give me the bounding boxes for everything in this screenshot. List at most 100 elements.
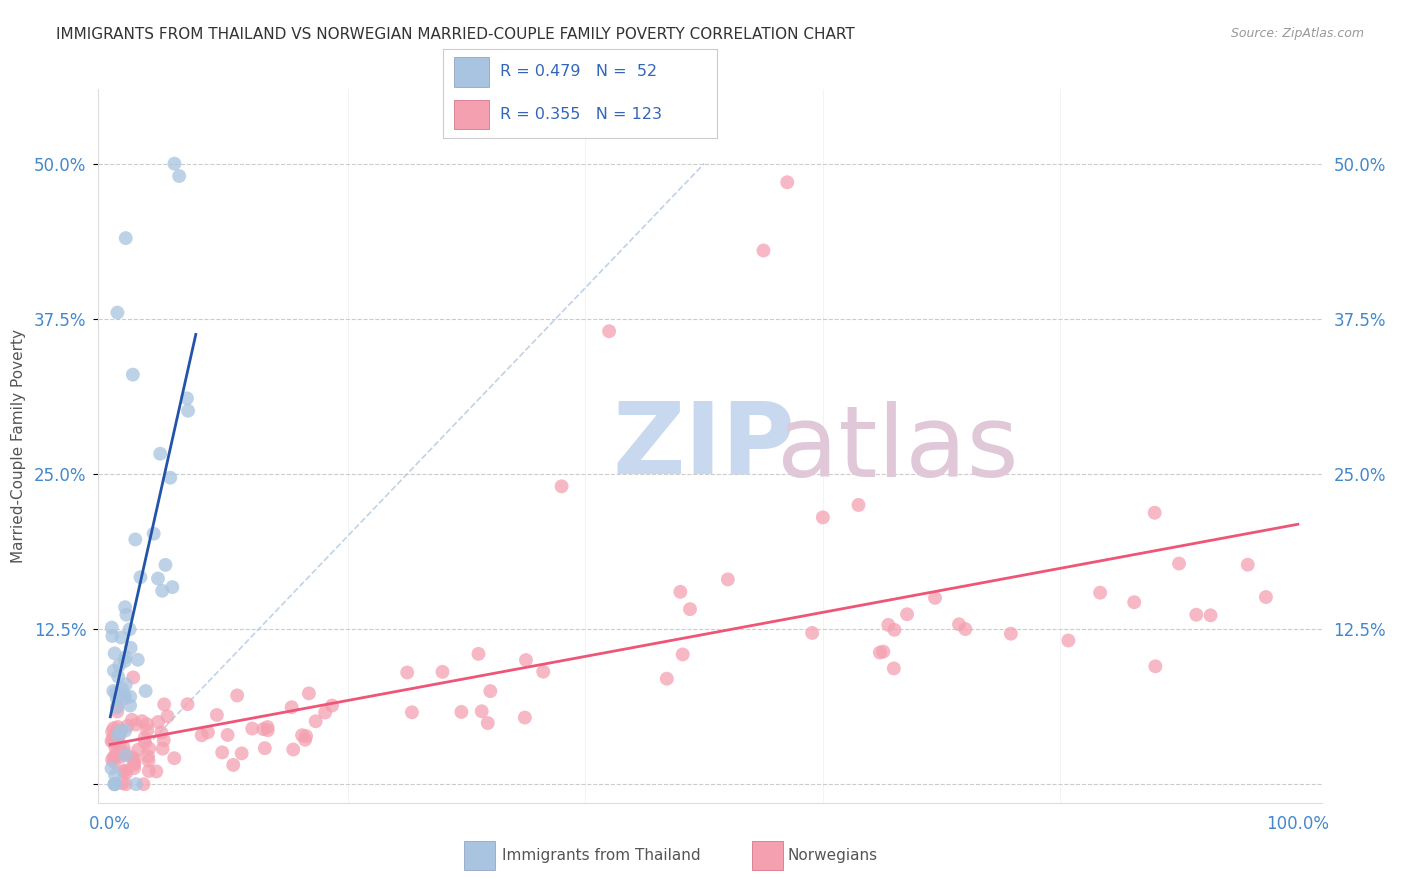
- Point: [104, 728, 127, 742]
- Text: IMMIGRANTS FROM THAILAND VS NORWEGIAN MARRIED-COUPLE FAMILY POVERTY CORRELATION : IMMIGRANTS FROM THAILAND VS NORWEGIAN MA…: [56, 27, 855, 42]
- Point: [114, 748, 136, 763]
- Point: [1236, 558, 1258, 572]
- Point: [124, 533, 146, 547]
- Point: [134, 736, 156, 750]
- Point: [252, 722, 274, 736]
- Point: [104, 777, 127, 791]
- Point: [127, 743, 149, 757]
- Point: [105, 700, 128, 714]
- Point: [105, 705, 128, 719]
- Point: [138, 754, 160, 768]
- Point: [531, 665, 554, 679]
- Point: [163, 156, 186, 170]
- Point: [122, 670, 145, 684]
- Point: [655, 672, 678, 686]
- Point: [138, 764, 160, 778]
- Point: [108, 688, 131, 702]
- Point: [253, 741, 276, 756]
- Point: [672, 648, 695, 662]
- Point: [124, 756, 146, 771]
- Point: [120, 690, 142, 704]
- Point: [205, 708, 228, 723]
- Point: [114, 777, 136, 791]
- Point: [122, 761, 145, 775]
- Point: [107, 699, 129, 714]
- Point: [101, 753, 124, 767]
- Point: [177, 403, 200, 417]
- Point: [550, 479, 572, 493]
- Point: [114, 231, 136, 245]
- Point: [134, 731, 156, 745]
- Point: [125, 777, 148, 791]
- Point: [120, 698, 142, 713]
- Text: atlas: atlas: [778, 401, 1019, 498]
- Point: [146, 572, 169, 586]
- Point: [679, 602, 702, 616]
- Text: Norwegians: Norwegians: [787, 848, 877, 863]
- Point: [1199, 608, 1222, 623]
- Point: [515, 653, 537, 667]
- Point: [401, 706, 423, 720]
- Point: [669, 584, 692, 599]
- Point: [150, 583, 173, 598]
- Point: [104, 735, 127, 749]
- Point: [1088, 585, 1111, 599]
- Point: [136, 723, 159, 738]
- Point: [450, 705, 472, 719]
- Point: [167, 169, 190, 183]
- Point: [222, 758, 245, 772]
- Point: [132, 777, 155, 791]
- Point: [110, 723, 132, 738]
- Point: [159, 471, 181, 485]
- Point: [110, 724, 132, 739]
- Point: [103, 730, 125, 744]
- Point: [104, 768, 127, 782]
- Point: [477, 716, 499, 731]
- Text: Source: ZipAtlas.com: Source: ZipAtlas.com: [1230, 27, 1364, 40]
- Point: [240, 722, 263, 736]
- Point: [283, 742, 305, 756]
- Point: [256, 723, 278, 738]
- Point: [280, 700, 302, 714]
- Point: [107, 720, 129, 734]
- Point: [1057, 633, 1080, 648]
- Point: [100, 761, 122, 775]
- Point: [955, 622, 977, 636]
- Point: [1168, 557, 1191, 571]
- Point: [110, 749, 132, 764]
- Point: [432, 665, 454, 679]
- Bar: [454, 100, 489, 129]
- Point: [305, 714, 328, 729]
- Point: [155, 558, 177, 572]
- Point: [156, 709, 179, 723]
- Point: [112, 764, 135, 779]
- Point: [103, 664, 125, 678]
- Point: [101, 629, 124, 643]
- Point: [811, 510, 834, 524]
- Point: [115, 765, 138, 780]
- Bar: [454, 57, 489, 87]
- Point: [256, 720, 278, 734]
- Point: [100, 621, 122, 635]
- Point: [598, 324, 620, 338]
- Point: [103, 721, 125, 735]
- Point: [217, 728, 239, 742]
- Point: [1000, 626, 1022, 640]
- Text: R = 0.479   N =  52: R = 0.479 N = 52: [501, 64, 658, 79]
- Point: [176, 697, 198, 711]
- Point: [112, 740, 135, 755]
- Point: [127, 653, 149, 667]
- Text: Immigrants from Thailand: Immigrants from Thailand: [502, 848, 700, 863]
- Point: [136, 717, 159, 731]
- Point: [149, 447, 172, 461]
- Point: [107, 731, 129, 745]
- Point: [471, 704, 494, 718]
- Point: [125, 717, 148, 731]
- Point: [948, 617, 970, 632]
- Point: [1144, 659, 1167, 673]
- Point: [122, 757, 145, 772]
- Point: [298, 686, 321, 700]
- Point: [1123, 595, 1146, 609]
- Point: [114, 689, 136, 703]
- Point: [112, 747, 135, 761]
